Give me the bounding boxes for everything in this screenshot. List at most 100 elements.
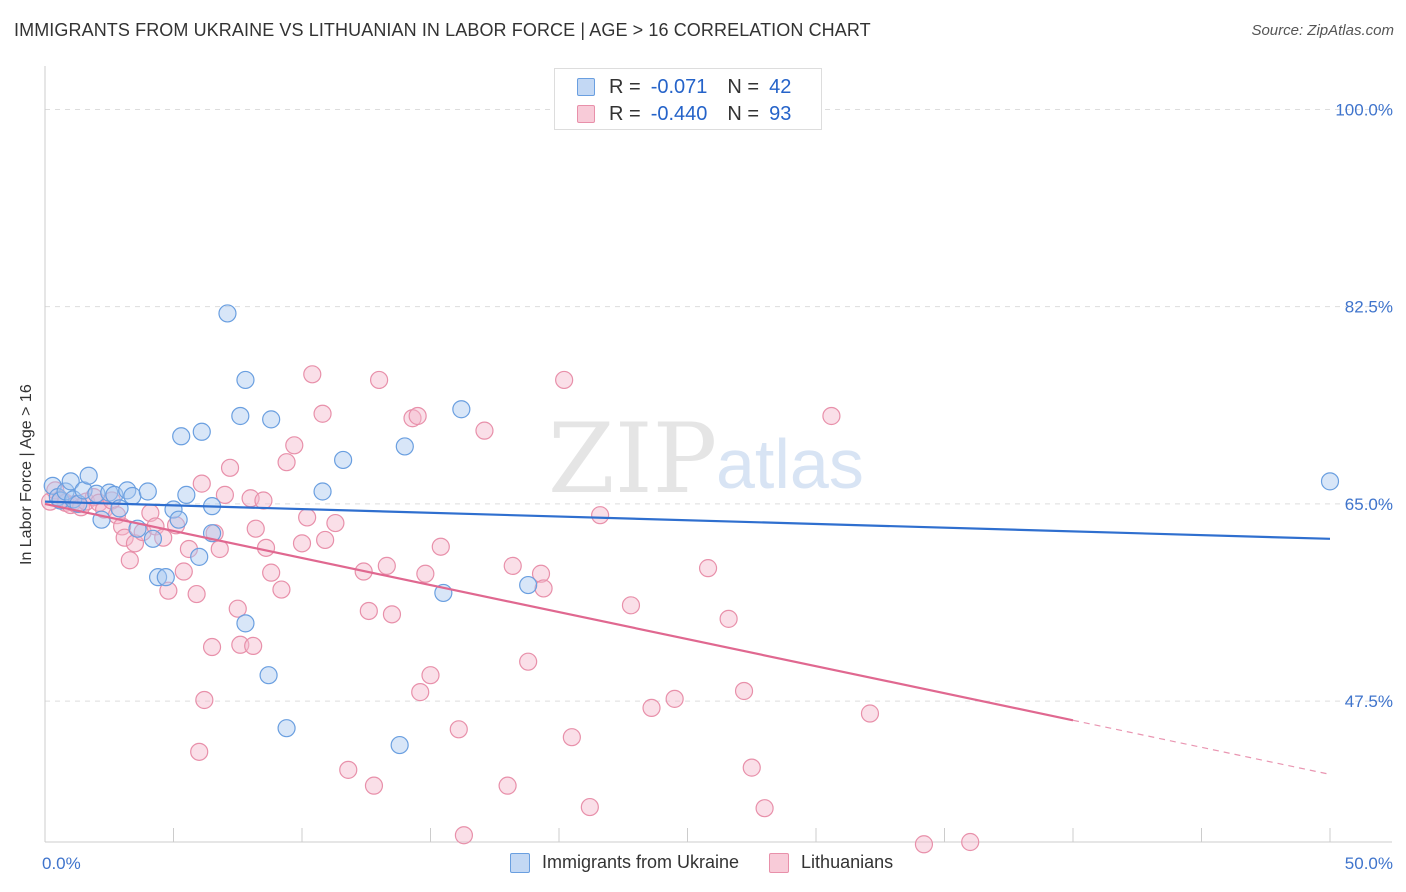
ukraine-trend-line	[44, 500, 1331, 540]
lithuanians-point	[755, 799, 774, 818]
lithuanians-point	[665, 689, 684, 708]
lithuanians-point	[591, 506, 610, 525]
ukraine-point	[452, 400, 471, 419]
ukraine-point	[51, 491, 70, 510]
ukraine-swatch	[577, 78, 595, 96]
lithuanians-point	[698, 559, 718, 578]
ukraine-point	[1320, 472, 1340, 491]
lithuanians-point	[202, 637, 222, 657]
lithuanians-point	[228, 599, 247, 618]
lithuanians-trend-line	[44, 502, 1074, 722]
lithuanians-point	[555, 370, 574, 390]
lithuanians-point	[431, 537, 450, 556]
ukraine-point	[236, 370, 255, 390]
lithuanians-point	[285, 436, 304, 455]
r-label: R =	[609, 75, 641, 98]
lithuanians-point	[292, 534, 312, 553]
legend-row-ukraine: R = -0.071 N = 42	[577, 74, 791, 100]
y-tick-label: 100.0%	[1335, 100, 1393, 119]
lithuanians-point	[734, 681, 754, 701]
r-value: -0.071	[650, 75, 708, 98]
lithuanians-point	[408, 406, 427, 426]
legend-label: Lithuanians	[801, 852, 894, 872]
legend-item-ukraine[interactable]: Immigrants from Ukraine	[510, 852, 739, 873]
lithuanians-point	[272, 580, 291, 599]
ukraine-point	[277, 719, 296, 738]
lithuanians-point	[195, 690, 214, 710]
ukraine-point	[61, 472, 80, 491]
ukraine-point	[236, 614, 255, 633]
ukraine-swatch	[510, 852, 530, 873]
n-value: 42	[769, 75, 792, 98]
x-tick-label: 50.0%	[1345, 854, 1393, 873]
lithuanians-point	[503, 556, 522, 575]
series-legend: Immigrants from Ukraine Lithuanians	[510, 852, 923, 873]
lithuanians-point	[326, 513, 345, 533]
lithuanians-point	[316, 530, 335, 550]
ukraine-point	[169, 510, 188, 529]
chart-title: IMMIGRANTS FROM UKRAINE VS LITHUANIAN IN…	[14, 20, 871, 40]
watermark-atlas: atlas	[716, 425, 864, 503]
lithuanians-point	[254, 491, 273, 510]
lithuanians-point	[914, 835, 934, 854]
lithuanians-point	[364, 776, 384, 795]
lithuanians-point	[421, 666, 440, 685]
lithuanians-point	[642, 698, 661, 717]
legend-row-lithuanians: R = -0.440 N = 93	[577, 101, 791, 127]
series-ukraine	[43, 304, 1340, 755]
lithuanians-swatch	[769, 852, 790, 873]
lithuanians-point	[454, 826, 474, 845]
lithuanians-point	[298, 508, 317, 527]
lithuanians-point	[190, 742, 209, 761]
lithuanians-point	[449, 720, 468, 739]
watermark: ZIP atlas	[548, 403, 864, 515]
r-value: -0.440	[650, 102, 708, 125]
ukraine-point	[123, 486, 142, 506]
ukraine-point	[395, 437, 414, 456]
y-tick-label: 82.5%	[1345, 298, 1393, 317]
ukraine-point	[192, 422, 211, 441]
lithuanians-point	[256, 538, 276, 557]
lithuanians-point	[192, 474, 211, 493]
lithuanians-point	[339, 760, 358, 779]
lithuanians-point	[498, 776, 517, 795]
x-tick-label: 0.0%	[42, 854, 81, 873]
n-value: 93	[769, 102, 792, 125]
ukraine-point	[334, 450, 353, 470]
ukraine-point	[79, 466, 98, 485]
ukraine-point	[519, 575, 538, 595]
series-lithuanians	[41, 365, 980, 854]
lithuanians-point	[961, 832, 980, 852]
ukraine-point	[138, 482, 157, 501]
ukraine-point	[231, 406, 250, 426]
ukraine-point	[177, 485, 196, 504]
y-tick-label: 47.5%	[1345, 692, 1393, 711]
legend-label: Immigrants from Ukraine	[542, 852, 740, 872]
lithuanians-point	[359, 601, 378, 621]
lithuanians-point	[215, 485, 234, 504]
lithuanians-point	[822, 406, 841, 426]
lithuanians-point	[277, 453, 296, 472]
lithuanians-point	[742, 758, 761, 777]
lithuanians-swatch	[577, 105, 595, 123]
lithuanians-point	[562, 728, 581, 747]
tick-labels: 47.5% 65.0% 82.5% 100.0% 0.0% 50.0%	[42, 100, 1393, 873]
legend-item-lithuanians[interactable]: Lithuanians	[769, 852, 893, 873]
ukraine-point	[190, 547, 209, 566]
r-label: R =	[609, 102, 641, 125]
lithuanians-point	[382, 605, 402, 624]
watermark-zip: ZIP	[548, 403, 717, 515]
n-label: N =	[727, 75, 760, 98]
lithuanians-point	[370, 370, 389, 390]
lithuanians-point	[115, 528, 134, 547]
ukraine-point	[218, 304, 237, 323]
lithuanians-point	[246, 519, 265, 538]
lithuanians-point	[313, 404, 332, 423]
lithuanians-point	[377, 556, 396, 575]
lithuanians-trend-extension	[1072, 719, 1331, 775]
ukraine-point	[259, 666, 278, 685]
lithuanians-point	[120, 551, 139, 570]
ukraine-point	[156, 568, 175, 587]
lithuanians-point	[262, 563, 281, 582]
ukraine-point	[148, 568, 168, 587]
